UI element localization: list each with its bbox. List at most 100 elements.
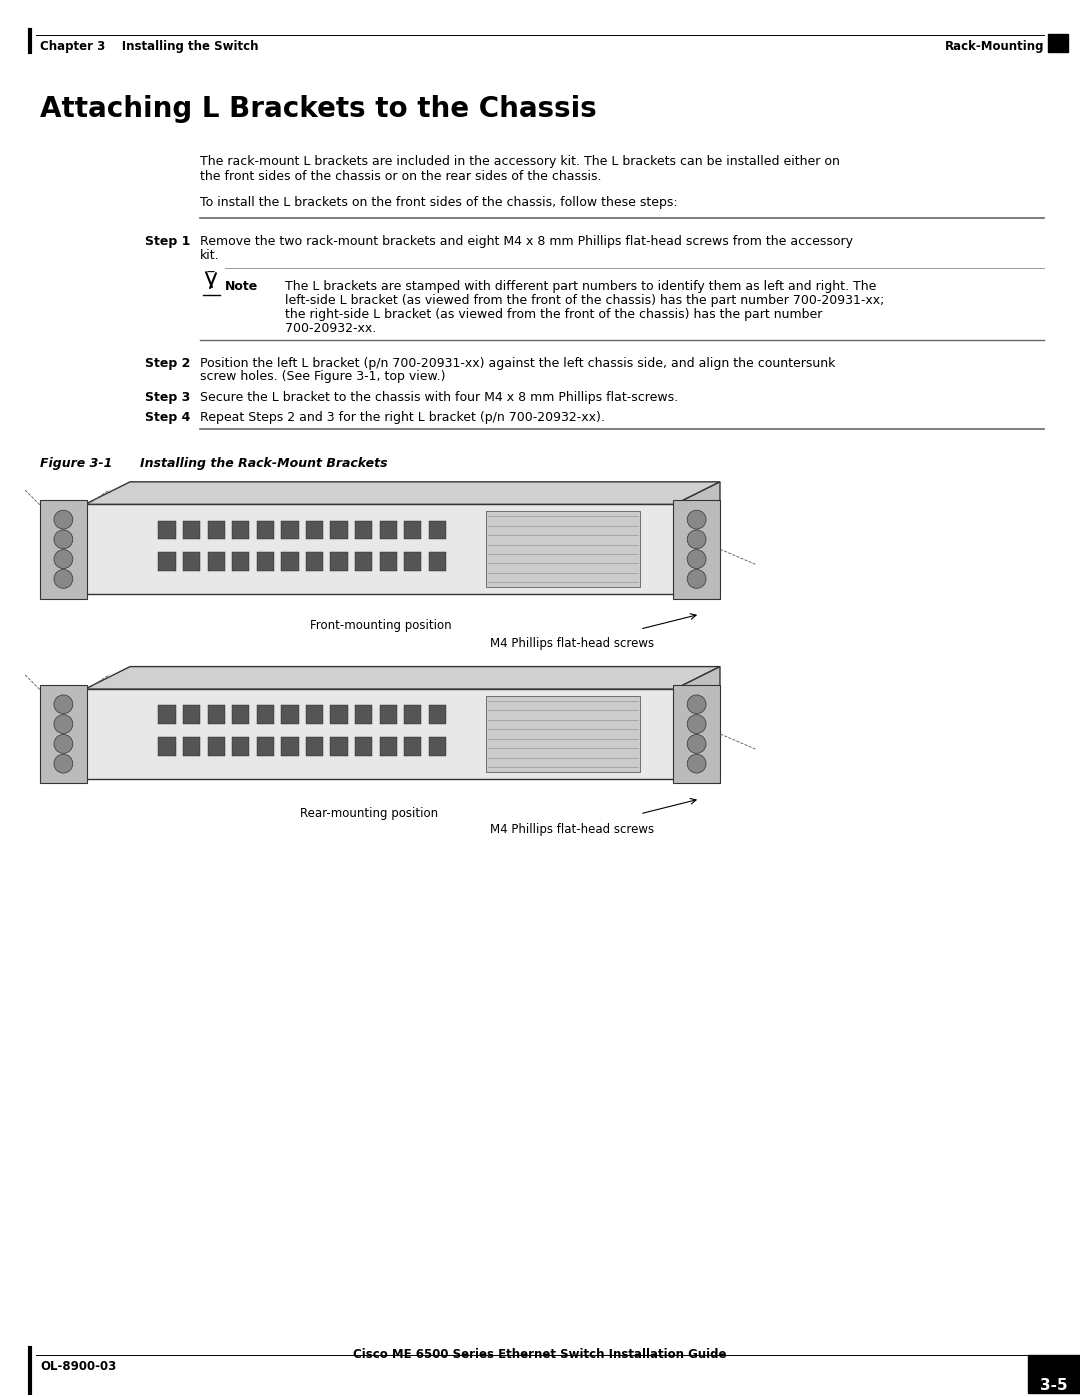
Bar xyxy=(355,736,373,756)
Bar xyxy=(183,552,200,571)
Text: Installing the Rack-Mount Brackets: Installing the Rack-Mount Brackets xyxy=(140,457,388,471)
Bar xyxy=(207,736,225,756)
Bar xyxy=(355,552,373,571)
Bar xyxy=(232,736,249,756)
Bar xyxy=(330,552,348,571)
Bar xyxy=(1048,34,1068,52)
Text: The rack-mount L brackets are included in the accessory kit. The L brackets can : The rack-mount L brackets are included i… xyxy=(200,155,840,168)
Bar xyxy=(306,705,323,724)
Circle shape xyxy=(687,570,706,588)
Bar xyxy=(380,521,396,539)
Bar xyxy=(159,736,176,756)
Circle shape xyxy=(54,715,72,733)
Bar xyxy=(232,521,249,539)
Polygon shape xyxy=(85,666,720,689)
Circle shape xyxy=(54,694,72,714)
Bar xyxy=(183,521,200,539)
Bar xyxy=(183,736,200,756)
Bar xyxy=(281,705,298,724)
Bar xyxy=(380,705,396,724)
Text: Rear-mounting position: Rear-mounting position xyxy=(300,807,438,820)
Bar xyxy=(306,552,323,571)
Circle shape xyxy=(54,570,72,588)
Text: Front-mounting position: Front-mounting position xyxy=(310,619,451,633)
Bar xyxy=(257,521,274,539)
Bar xyxy=(330,705,348,724)
Bar xyxy=(183,705,200,724)
Bar xyxy=(85,689,675,780)
Polygon shape xyxy=(675,666,720,780)
Text: the right-side L bracket (as viewed from the front of the chassis) has the part : the right-side L bracket (as viewed from… xyxy=(285,307,822,320)
Text: Position the left L bracket (p/n 700-20931-xx) against the left chassis side, an: Position the left L bracket (p/n 700-209… xyxy=(200,356,835,370)
Bar xyxy=(207,705,225,724)
Text: Step 3: Step 3 xyxy=(145,391,190,405)
Text: Chapter 3    Installing the Switch: Chapter 3 Installing the Switch xyxy=(40,41,258,53)
Text: Step 2: Step 2 xyxy=(145,356,190,370)
Bar xyxy=(429,552,446,571)
Bar xyxy=(429,705,446,724)
Bar xyxy=(429,521,446,539)
Text: kit.: kit. xyxy=(200,249,219,261)
Text: the front sides of the chassis or on the rear sides of the chassis.: the front sides of the chassis or on the… xyxy=(200,170,602,183)
Circle shape xyxy=(54,529,72,549)
Circle shape xyxy=(687,510,706,529)
Bar xyxy=(281,736,298,756)
Bar xyxy=(306,736,323,756)
Text: The L brackets are stamped with different part numbers to identify them as left : The L brackets are stamped with differen… xyxy=(285,279,876,292)
Text: Attaching L Brackets to the Chassis: Attaching L Brackets to the Chassis xyxy=(40,95,597,123)
Text: OL-8900-03: OL-8900-03 xyxy=(40,1361,117,1373)
Text: M4 Phillips flat-head screws: M4 Phillips flat-head screws xyxy=(490,823,654,835)
Bar xyxy=(380,736,396,756)
Text: Step 1: Step 1 xyxy=(145,235,190,247)
Text: 3-5: 3-5 xyxy=(1040,1377,1068,1393)
Bar xyxy=(232,552,249,571)
Circle shape xyxy=(54,754,72,773)
Bar xyxy=(404,521,421,539)
Circle shape xyxy=(687,715,706,733)
Circle shape xyxy=(687,754,706,773)
Text: 700-20932-xx.: 700-20932-xx. xyxy=(285,321,376,334)
Bar xyxy=(159,521,176,539)
Bar xyxy=(380,552,396,571)
Bar xyxy=(673,685,720,784)
Bar xyxy=(281,552,298,571)
Circle shape xyxy=(54,510,72,529)
Text: Cisco ME 6500 Series Ethernet Switch Installation Guide: Cisco ME 6500 Series Ethernet Switch Ins… xyxy=(353,1348,727,1361)
Circle shape xyxy=(54,735,72,753)
Text: Repeat Steps 2 and 3 for the right L bracket (p/n 700-20932-xx).: Repeat Steps 2 and 3 for the right L bra… xyxy=(200,412,605,425)
Bar xyxy=(355,521,373,539)
Circle shape xyxy=(687,529,706,549)
Bar xyxy=(330,521,348,539)
Text: left-side L bracket (as viewed from the front of the chassis) has the part numbe: left-side L bracket (as viewed from the … xyxy=(285,293,885,306)
Bar xyxy=(232,705,249,724)
Text: Step 4: Step 4 xyxy=(145,412,190,425)
Polygon shape xyxy=(675,482,720,594)
Bar xyxy=(486,511,639,587)
Bar xyxy=(404,552,421,571)
Bar xyxy=(85,504,675,594)
Bar xyxy=(40,500,87,599)
Circle shape xyxy=(687,694,706,714)
Bar xyxy=(40,685,87,784)
Bar xyxy=(429,736,446,756)
Bar xyxy=(207,552,225,571)
Text: Remove the two rack-mount brackets and eight M4 x 8 mm Phillips flat-head screws: Remove the two rack-mount brackets and e… xyxy=(200,235,853,247)
Bar xyxy=(355,705,373,724)
Text: screw holes. (See Figure 3-1, top view.): screw holes. (See Figure 3-1, top view.) xyxy=(200,370,446,384)
Bar xyxy=(404,736,421,756)
Bar xyxy=(257,705,274,724)
Text: Rack-Mounting: Rack-Mounting xyxy=(945,41,1044,53)
Text: Secure the L bracket to the chassis with four M4 x 8 mm Phillips flat-screws.: Secure the L bracket to the chassis with… xyxy=(200,391,678,405)
Circle shape xyxy=(54,549,72,569)
Bar xyxy=(306,521,323,539)
Text: M4 Phillips flat-head screws: M4 Phillips flat-head screws xyxy=(490,637,654,650)
Text: Figure 3-1: Figure 3-1 xyxy=(40,457,112,471)
Bar xyxy=(330,736,348,756)
Bar xyxy=(159,552,176,571)
Bar xyxy=(281,521,298,539)
Text: To install the L brackets on the front sides of the chassis, follow these steps:: To install the L brackets on the front s… xyxy=(200,196,677,208)
Circle shape xyxy=(687,549,706,569)
Bar xyxy=(1028,1355,1080,1393)
Bar xyxy=(207,521,225,539)
Bar xyxy=(673,500,720,599)
